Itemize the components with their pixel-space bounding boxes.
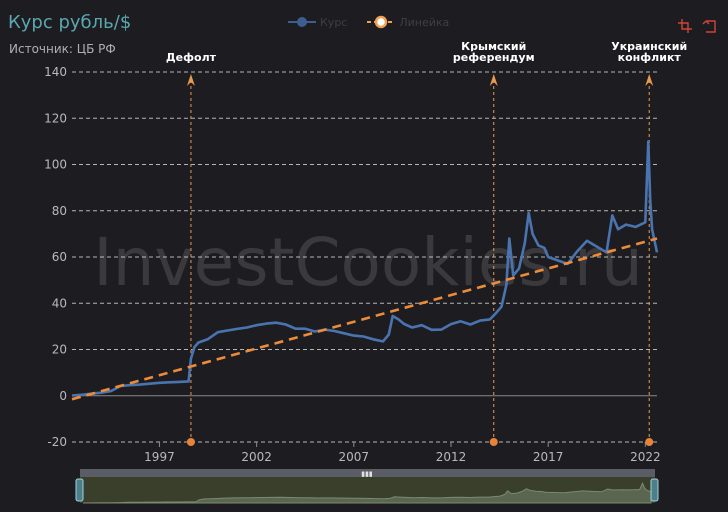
watermark: InvestCookies.ru	[93, 224, 643, 301]
y-tick-label: 100	[44, 158, 67, 172]
x-tick-label: 2007	[339, 450, 370, 464]
chart-subtitle: Источник: ЦБ РФ	[9, 42, 116, 56]
y-tick-label: 40	[52, 296, 67, 310]
y-tick-label: 120	[44, 111, 67, 125]
y-tick-label: 20	[52, 343, 67, 357]
x-tick-label: 2012	[436, 450, 467, 464]
series-line-kurs	[71, 140, 659, 397]
data-zoom-left-handle[interactable]	[75, 478, 84, 502]
annotations: Дефолт Крымский референдум Украинский конфли…	[164, 39, 689, 446]
series	[71, 140, 659, 401]
annotation-arrow-icon	[186, 74, 195, 86]
legend-dashed-marker-icon	[367, 15, 396, 29]
x-tick-label: 2017	[533, 450, 564, 464]
annotation-dot	[186, 438, 195, 446]
x-tick-label: 1997	[144, 450, 175, 464]
y-tick-label: 60	[52, 250, 67, 264]
annotation-dot	[489, 438, 498, 446]
data-zoom-drag-handle-icon[interactable]: ▮▮▮	[361, 470, 373, 478]
legend-line-marker-icon	[288, 17, 316, 27]
zoom-area-icon[interactable]	[677, 18, 693, 34]
annotation-arrow-icon	[489, 74, 498, 86]
annotation-label: Украинский конфликт	[611, 40, 687, 64]
annotation-label: Крымский референдум	[453, 40, 535, 64]
annotation-marker: Украинский конфликт	[610, 39, 689, 446]
legend-label: Линейка	[399, 15, 450, 29]
legend: Курс Линейка	[288, 15, 449, 29]
annotation-dot	[645, 438, 654, 446]
annotation-label: Дефолт	[166, 51, 217, 64]
annotation-marker: Дефолт	[164, 50, 218, 446]
x-tick-label: 2022	[630, 450, 661, 464]
data-zoom-top-bar[interactable]	[80, 469, 655, 477]
chart-title: Курс рубль/$	[8, 12, 132, 33]
y-tick-label: -20	[47, 435, 67, 449]
x-tick-label: 2002	[241, 450, 272, 464]
legend-item-lineika[interactable]: Линейка	[367, 15, 449, 29]
legend-label: Курс	[320, 15, 348, 29]
grid	[72, 71, 657, 443]
x-axis: 1997 2002 2007 2012 2017 2022	[144, 442, 661, 464]
data-zoom-right-handle[interactable]	[650, 478, 659, 502]
annotation-arrow-icon	[645, 74, 654, 86]
annotation-marker: Крымский референдум	[451, 39, 536, 446]
y-axis: -20 0 20 40 60 80 100 120 140	[44, 65, 67, 449]
zoom-reset-icon[interactable]	[702, 18, 718, 34]
y-tick-label: 0	[59, 389, 67, 403]
toolbox	[677, 18, 718, 34]
y-tick-label: 80	[52, 204, 67, 218]
legend-item-kurs[interactable]: Курс	[288, 15, 347, 29]
series-line-lineika	[71, 237, 658, 401]
data-zoom-slider[interactable]: ▮▮▮	[75, 469, 659, 504]
data-zoom-preview	[82, 481, 652, 504]
y-tick-label: 140	[44, 65, 67, 79]
